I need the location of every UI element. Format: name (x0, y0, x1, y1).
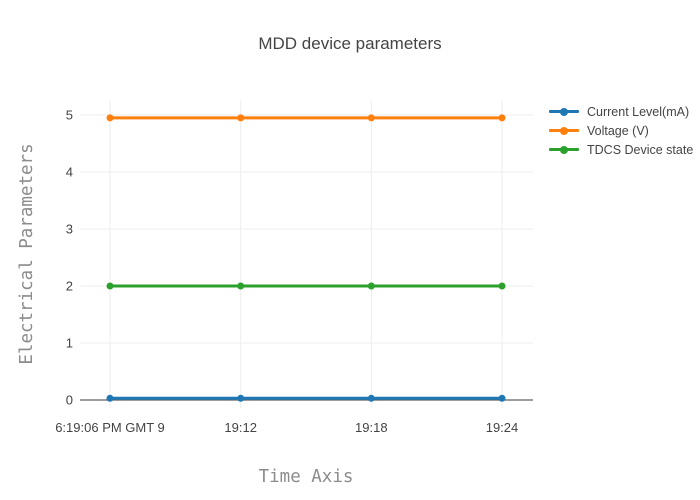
data-point-marker (237, 114, 245, 122)
data-point-marker (367, 114, 375, 122)
data-point-marker (498, 394, 506, 402)
x-tick-label: 6:19:06 PM GMT 9 (55, 420, 165, 435)
legend-line-marker-icon (549, 126, 579, 135)
data-point-marker (367, 282, 375, 290)
data-point-marker (498, 282, 506, 290)
x-axis-title: Time Axis (258, 467, 354, 487)
legend: Current Level(mA) Voltage (V) TDCS Device … (549, 104, 694, 157)
legend-label: TDCS Device state (587, 142, 694, 157)
data-point-marker (106, 282, 114, 290)
x-tick-label: 19:24 (486, 420, 519, 435)
data-point-marker (237, 394, 245, 402)
y-tick-label: 3 (66, 222, 73, 237)
data-point-marker (237, 282, 245, 290)
data-point-marker (106, 394, 114, 402)
legend-item[interactable]: Current Level(mA) (549, 104, 693, 119)
y-tick-label: 5 (66, 108, 73, 123)
data-point-marker (367, 394, 375, 402)
legend-line-marker-icon (549, 107, 579, 116)
chart-title: MDD device parameters (258, 34, 442, 53)
y-axis-title: Electrical Parameters (17, 143, 37, 365)
x-tick-label: 19:18 (355, 420, 388, 435)
data-point-marker (498, 114, 506, 122)
legend-label: Current Level(mA) (587, 104, 690, 119)
y-tick-label: 2 (66, 279, 73, 294)
legend-line-marker-icon (549, 145, 579, 154)
y-tick-label: 1 (66, 336, 73, 351)
y-tick-label: 4 (66, 165, 73, 180)
y-tick-label: 0 (66, 393, 73, 408)
legend-item[interactable]: TDCS Device state (549, 142, 694, 157)
x-tick-label: 19:12 (224, 420, 257, 435)
data-point-marker (106, 114, 114, 122)
legend-item[interactable]: Voltage (V) (549, 123, 693, 138)
legend-label: Voltage (V) (587, 123, 649, 138)
